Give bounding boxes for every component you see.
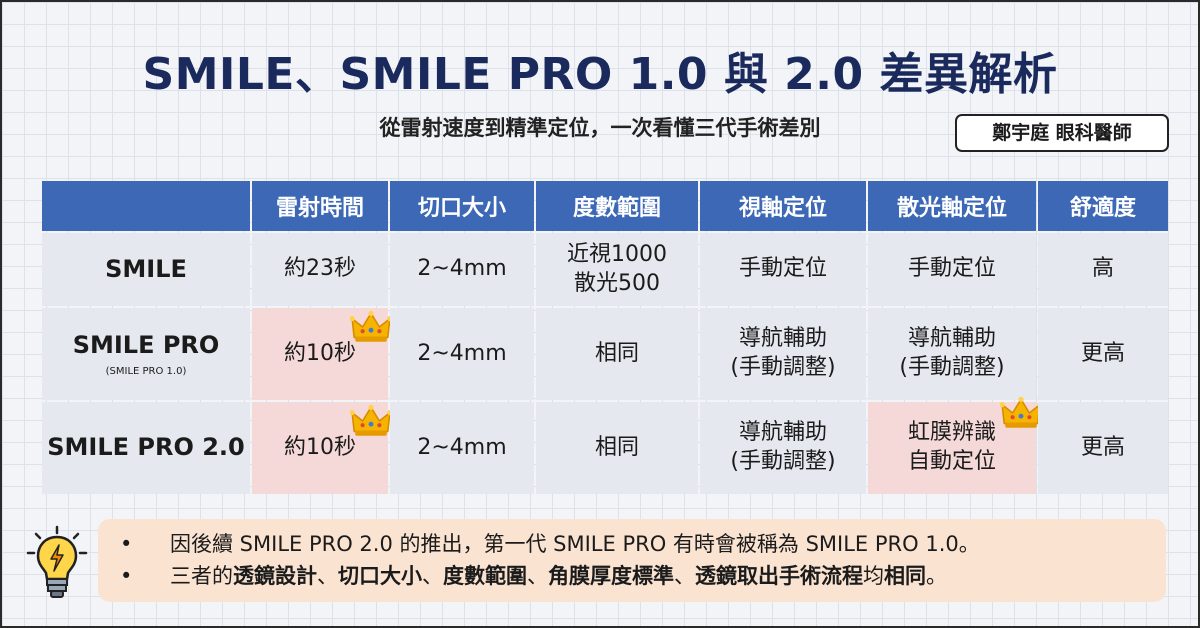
bullet: •: [120, 532, 133, 556]
cell-astig-axis-text: 導航輔助 (手動調整): [899, 326, 1005, 380]
comparison-table: 雷射時間 切口大小 度數範圍 視軸定位 散光軸定位 舒適度 SMILE 約23秒…: [40, 179, 1170, 496]
column-header-laser-time: 雷射時間: [252, 181, 388, 231]
cell-laser-time-text: 約10秒: [284, 340, 356, 366]
cell-laser-time-text: 約10秒: [284, 434, 356, 460]
page-title: SMILE、SMILE PRO 1.0 與 2.0 差異解析: [142, 49, 1058, 100]
cell-visual-axis: 手動定位: [700, 233, 866, 306]
row-header-smile: SMILE: [42, 233, 250, 306]
note-item: • 因後續 SMILE PRO 2.0 的推出，第一代 SMILE PRO 有時…: [120, 528, 1166, 560]
note-text: 因後續 SMILE PRO 2.0 的推出，第一代 SMILE PRO 有時會被…: [170, 532, 980, 556]
table-row: SMILE 約23秒 2~4mm 近視1000 散光500 手動定位 手動定位 …: [42, 233, 1168, 306]
row-header-smile-pro-2: SMILE PRO 2.0: [42, 402, 250, 494]
cell-astig-axis: 導航輔助 (手動調整): [868, 308, 1036, 400]
cell-astig-axis: 手動定位: [868, 233, 1036, 306]
cell-range: 相同: [536, 402, 698, 494]
cell-laser-time-highlight: 約10秒: [252, 402, 392, 494]
row-subname: (SMILE PRO 1.0): [105, 365, 187, 377]
note-text-part: 、: [674, 564, 695, 588]
note-item: • 三者的透鏡設計、切口大小、度數範圍、角膜厚度標準、透鏡取出手術流程均相同。: [120, 560, 1166, 592]
column-header-incision: 切口大小: [390, 181, 534, 231]
note-text-part: 、: [317, 564, 338, 588]
cell-comfort: 高: [1038, 233, 1168, 306]
cell-range-text: 近視1000 散光500: [567, 241, 667, 296]
cell-incision: 2~4mm: [390, 308, 534, 400]
notes-box: • 因後續 SMILE PRO 2.0 的推出，第一代 SMILE PRO 有時…: [98, 519, 1166, 602]
cell-comfort: 更高: [1038, 308, 1168, 400]
column-header-empty: [42, 181, 250, 231]
note-text-bold: 切口大小: [338, 564, 422, 588]
column-header-range: 度數範圍: [536, 181, 698, 231]
cell-laser-time: 約23秒: [252, 233, 388, 306]
note-text-part: 。: [926, 564, 947, 588]
column-header-comfort: 舒適度: [1038, 181, 1168, 231]
table-row: SMILE PRO (SMILE PRO 1.0) 約10秒 2~4mm 相同 …: [42, 308, 1168, 400]
cell-visual-axis: 導航輔助 (手動調整): [700, 402, 866, 494]
page-subtitle: 從雷射速度到精準定位，一次看懂三代手術差別: [379, 116, 821, 140]
cell-visual-axis-text: 導航輔助 (手動調整): [730, 326, 836, 380]
note-text-part: 、: [527, 564, 548, 588]
note-text-part: 、: [422, 564, 443, 588]
cell-incision: 2~4mm: [390, 402, 534, 494]
table-header-row: 雷射時間 切口大小 度數範圍 視軸定位 散光軸定位 舒適度: [42, 181, 1168, 231]
row-name: SMILE PRO: [72, 331, 220, 360]
row-name: SMILE: [105, 254, 187, 283]
cell-incision: 2~4mm: [390, 233, 534, 306]
cell-comfort: 更高: [1038, 402, 1168, 494]
author-badge: 鄭宇庭 眼科醫師: [955, 114, 1169, 152]
column-header-visual-axis: 視軸定位: [700, 181, 866, 231]
bullet: •: [120, 564, 133, 588]
column-header-astig-axis: 散光軸定位: [868, 181, 1036, 231]
crown-icon: [350, 310, 392, 342]
crown-icon: [1000, 396, 1042, 428]
cell-visual-axis-text: 導航輔助 (手動調整): [730, 420, 836, 474]
note-text-bold: 角膜厚度標準: [548, 564, 674, 588]
cell-laser-time-highlight: 約10秒: [252, 308, 392, 400]
row-header-smile-pro: SMILE PRO (SMILE PRO 1.0): [42, 308, 250, 400]
table-row: SMILE PRO 2.0 約10秒 2~4mm 相同 導航輔助 (手動調整) …: [42, 396, 1168, 494]
cell-astig-axis-highlight: 虹膜辨識 自動定位: [868, 396, 1042, 494]
note-text-part: 均: [863, 564, 884, 588]
note-text-bold: 透鏡設計: [233, 564, 317, 588]
cell-range: 相同: [536, 308, 698, 400]
lightbulb-icon: [26, 525, 88, 598]
note-text-bold: 度數範圍: [443, 564, 527, 588]
note-text-part: 三者的: [170, 564, 233, 588]
note-text-bold: 透鏡取出手術流程: [695, 564, 863, 588]
crown-icon: [350, 404, 392, 436]
note-text-bold: 相同: [884, 564, 926, 588]
cell-range: 近視1000 散光500: [536, 233, 698, 306]
cell-visual-axis: 導航輔助 (手動調整): [700, 308, 866, 400]
row-name: SMILE PRO 2.0: [47, 433, 245, 462]
cell-astig-axis-text: 虹膜辨識 自動定位: [907, 420, 996, 474]
